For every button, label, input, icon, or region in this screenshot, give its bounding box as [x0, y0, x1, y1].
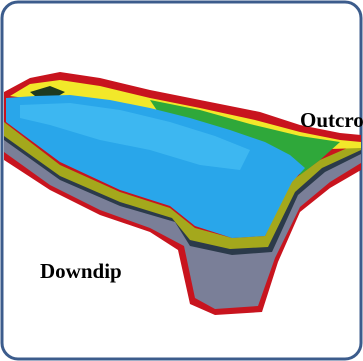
page: Outcrop Downdip (() => { const data = JS…: [0, 0, 363, 361]
downdip-label: Downdip: [40, 259, 122, 283]
figure: Outcrop Downdip: [0, 0, 363, 361]
outcrop-label: Outcrop: [300, 108, 363, 132]
